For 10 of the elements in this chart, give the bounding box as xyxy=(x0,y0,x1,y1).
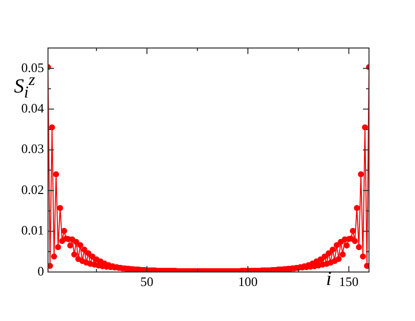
y-tick-label: 0.02 xyxy=(21,182,44,197)
x-tick-label: 50 xyxy=(140,274,154,290)
x-tick-label: 100 xyxy=(238,274,258,290)
y-tick-label: 0 xyxy=(38,263,44,278)
x-tick-label: 150 xyxy=(339,274,359,290)
y-tick-label: 0.04 xyxy=(21,100,44,116)
y-tick-label: 0.05 xyxy=(21,60,44,75)
x-axis-title: i xyxy=(326,268,332,291)
y-tick-label: 0.01 xyxy=(21,222,44,238)
y-tick-label: 0.03 xyxy=(21,141,44,156)
